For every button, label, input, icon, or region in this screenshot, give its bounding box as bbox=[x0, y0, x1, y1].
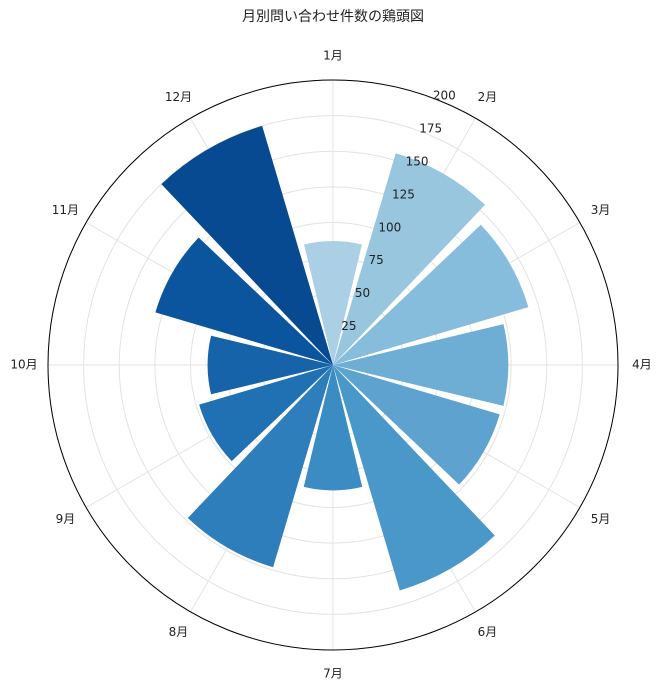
bar bbox=[207, 335, 333, 395]
bar bbox=[199, 365, 333, 462]
angle-label: 2月 bbox=[478, 90, 498, 104]
bar bbox=[333, 365, 500, 485]
grid-circle bbox=[154, 186, 512, 544]
bar bbox=[303, 365, 363, 491]
r-tick-label: 200 bbox=[433, 89, 456, 103]
grid-circle bbox=[83, 115, 583, 615]
angle-label: 5月 bbox=[591, 512, 611, 526]
bar bbox=[333, 153, 486, 365]
r-tick-label: 125 bbox=[392, 187, 415, 201]
angle-label: 7月 bbox=[323, 667, 343, 681]
r-tick-label: 75 bbox=[369, 253, 384, 267]
r-tick-label: 175 bbox=[419, 122, 442, 136]
r-tick-label: 150 bbox=[406, 154, 429, 168]
bar bbox=[333, 324, 509, 406]
bar bbox=[155, 237, 333, 365]
angle-label: 12月 bbox=[165, 90, 192, 104]
bar bbox=[304, 241, 362, 365]
angle-label: 9月 bbox=[56, 512, 76, 526]
angle-label: 4月 bbox=[632, 358, 652, 372]
bar bbox=[333, 365, 495, 591]
angle-label: 6月 bbox=[478, 625, 498, 639]
bar bbox=[187, 365, 333, 568]
angle-label: 1月 bbox=[323, 49, 343, 63]
bar bbox=[161, 125, 333, 366]
bar bbox=[333, 224, 529, 365]
r-tick-label: 25 bbox=[341, 319, 356, 333]
angle-label: 11月 bbox=[52, 203, 79, 217]
r-tick-label: 50 bbox=[355, 286, 370, 300]
grid-circle bbox=[118, 150, 548, 580]
angle-label: 3月 bbox=[591, 203, 611, 217]
angle-label: 10月 bbox=[10, 358, 37, 372]
outer-circle bbox=[47, 79, 619, 651]
angle-label: 8月 bbox=[169, 625, 189, 639]
chart-title: 月別問い合わせ件数の鶏頭図 bbox=[242, 9, 424, 25]
r-tick-label: 100 bbox=[378, 220, 401, 234]
